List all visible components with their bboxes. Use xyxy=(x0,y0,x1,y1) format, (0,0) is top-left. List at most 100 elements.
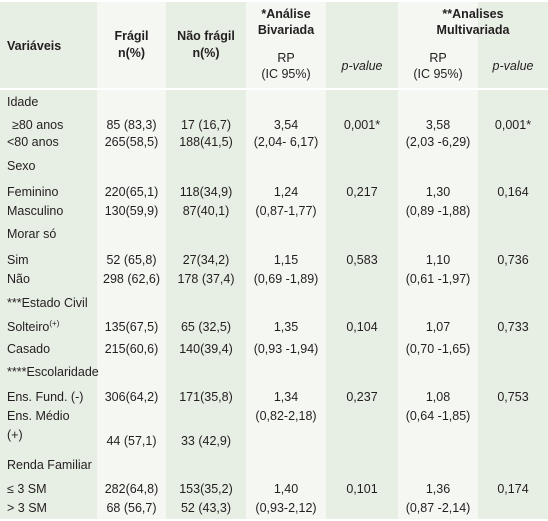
row-label: ≥80 anos xyxy=(12,118,64,132)
row-label-text: Solteiro xyxy=(7,320,50,334)
cell-rp-multivariada: 3,58 xyxy=(425,118,451,132)
cell-nao-fragil: 178 (37,4) xyxy=(177,272,235,286)
row-label-continued: (+) xyxy=(7,428,23,442)
header-rp-multivariada: RP xyxy=(429,51,447,65)
cell-nao-fragil: 171(35,8) xyxy=(179,390,233,404)
cell-nao-fragil: 188(41,5) xyxy=(179,135,233,149)
cell-fragil: 68 (56,7) xyxy=(106,501,157,515)
cell-ci-bivariada: (0,93 -1,94) xyxy=(253,342,319,356)
header-multivariada-2: Multivariada xyxy=(436,23,510,37)
cell-rp-multivariada: 1,08 xyxy=(425,390,451,404)
row-label: Solteiro(+) xyxy=(7,319,59,335)
cell-nao-fragil: 52 (43,3) xyxy=(180,501,232,515)
header-bottom-rule xyxy=(0,88,548,90)
cell-pvalue-multivariada: 0,753 xyxy=(497,390,529,404)
cell-ci-bivariada: (0,82-2,18) xyxy=(255,409,317,423)
cell-pvalue-bivariada: 0,583 xyxy=(346,253,378,267)
cell-ci-multivariada: (0,70 -1,65) xyxy=(405,342,471,356)
cell-pvalue-multivariada: 0,736 xyxy=(497,253,529,267)
cell-fragil: 282(64,8) xyxy=(104,482,159,496)
header-variaveis: Variáveis xyxy=(7,39,62,53)
section-title-escolaridade: ****Escolaridade xyxy=(7,365,99,379)
header-bivariada: *Análise xyxy=(261,7,311,21)
column-band-fragil xyxy=(97,0,166,521)
cell-nao-fragil: 87(40,1) xyxy=(182,204,230,218)
cell-ci-multivariada: (0,64 -1,85) xyxy=(405,409,471,423)
cell-rp-multivariada: 1,10 xyxy=(425,253,451,267)
cell-fragil: 130(59,9) xyxy=(104,204,159,218)
cell-ci-bivariada: (0,93-2,12) xyxy=(255,501,317,515)
section-title-morar-so: Morar só xyxy=(7,227,57,241)
cell-pvalue-multivariada: 0,164 xyxy=(497,185,529,199)
header-fragil: Frágil xyxy=(114,29,149,43)
section-title-renda: Renda Familiar xyxy=(7,458,92,472)
cell-fragil: 135(67,5) xyxy=(104,320,159,334)
row-label: Não xyxy=(7,272,30,286)
cell-fragil: 44 (57,1) xyxy=(106,434,157,448)
cell-ci-bivariada: (2,04- 6,17) xyxy=(253,135,319,149)
cell-pvalue-bivariada: 0,101 xyxy=(346,482,378,496)
cell-ci-bivariada: (0,69 -1,89) xyxy=(253,272,319,286)
row-label: ≤ 3 SM xyxy=(7,482,47,496)
cell-pvalue-multivariada: 0,733 xyxy=(497,320,529,334)
cell-fragil: 298 (62,6) xyxy=(103,272,160,286)
cell-nao-fragil: 33 (42,9) xyxy=(180,434,232,448)
section-title-sexo: Sexo xyxy=(7,159,36,173)
header-multivariada: **Analises xyxy=(442,7,504,21)
header-pvalue-bivariada: p-value xyxy=(341,59,383,73)
cell-ci-multivariada: (0,89 -1,88) xyxy=(405,204,471,218)
cell-rp-bivariada: 1,40 xyxy=(273,482,299,496)
cell-rp-bivariada: 3,54 xyxy=(273,118,299,132)
header-nao-fragil: Não frágil xyxy=(177,29,235,43)
cell-fragil: 52 (65,8) xyxy=(106,253,157,267)
header-top-rule xyxy=(0,0,548,2)
cell-rp-bivariada: 1,35 xyxy=(273,320,299,334)
cell-nao-fragil: 17 (16,7) xyxy=(180,118,232,132)
column-band-multivariada xyxy=(398,0,478,521)
row-label: Ens. Médio xyxy=(7,409,70,423)
row-label: Masculino xyxy=(7,204,64,218)
cell-ci-bivariada: (0,87-1,77) xyxy=(255,204,317,218)
cell-rp-bivariada: 1,15 xyxy=(273,253,299,267)
cell-ci-multivariada: (0,61 -1,97) xyxy=(405,272,471,286)
header-ic-bivariada: (IC 95%) xyxy=(261,67,311,81)
cell-rp-multivariada: 1,30 xyxy=(425,185,451,199)
cell-fragil: 220(65,1) xyxy=(104,185,159,199)
cell-nao-fragil: 65 (32,5) xyxy=(180,320,232,334)
cell-pvalue-bivariada: 0,217 xyxy=(346,185,378,199)
row-label: <80 anos xyxy=(7,135,59,149)
cell-nao-fragil: 27(34,2) xyxy=(182,253,230,267)
cell-pvalue-bivariada: 0,104 xyxy=(346,320,378,334)
cell-rp-bivariada: 1,24 xyxy=(273,185,299,199)
row-label: Sim xyxy=(7,253,29,267)
table-bottom-rule xyxy=(0,519,548,521)
header-nao-fragil-unit: n(%) xyxy=(192,46,220,60)
cell-fragil: 265(58,5) xyxy=(104,135,159,149)
header-rp-bivariada: RP xyxy=(277,51,295,65)
row-label: Feminino xyxy=(7,185,59,199)
header-pvalue-multivariada: p-value xyxy=(492,59,534,73)
cell-rp-bivariada: 1,34 xyxy=(273,390,299,404)
row-label: Ens. Fund. (-) xyxy=(7,390,84,404)
cell-nao-fragil: 140(39,4) xyxy=(179,342,233,356)
cell-pvalue-multivariada: 0,001* xyxy=(494,118,532,132)
row-label: Casado xyxy=(7,342,51,356)
header-ic-multivariada: (IC 95%) xyxy=(413,67,463,81)
cell-rp-multivariada: 1,36 xyxy=(425,482,451,496)
cell-pvalue-bivariada: 0,001* xyxy=(343,118,381,132)
section-title-idade: Idade xyxy=(7,95,39,109)
cell-nao-fragil: 153(35,2) xyxy=(179,482,233,496)
cell-fragil: 85 (83,3) xyxy=(106,118,157,132)
cell-pvalue-multivariada: 0,174 xyxy=(497,482,529,496)
cell-nao-fragil: 118(34,9) xyxy=(179,185,233,199)
column-band-bivariada xyxy=(246,0,326,521)
header-bivariada-2: Bivariada xyxy=(257,23,315,37)
cell-pvalue-bivariada: 0,237 xyxy=(346,390,378,404)
header-fragil-unit: n(%) xyxy=(117,46,146,60)
cell-fragil: 306(64,2) xyxy=(104,390,159,404)
cell-rp-multivariada: 1,07 xyxy=(425,320,451,334)
row-label: > 3 SM xyxy=(7,501,47,515)
cell-ci-multivariada: (2,03 -6,29) xyxy=(405,135,471,149)
section-title-estado-civil: ***Estado Civil xyxy=(7,296,88,310)
